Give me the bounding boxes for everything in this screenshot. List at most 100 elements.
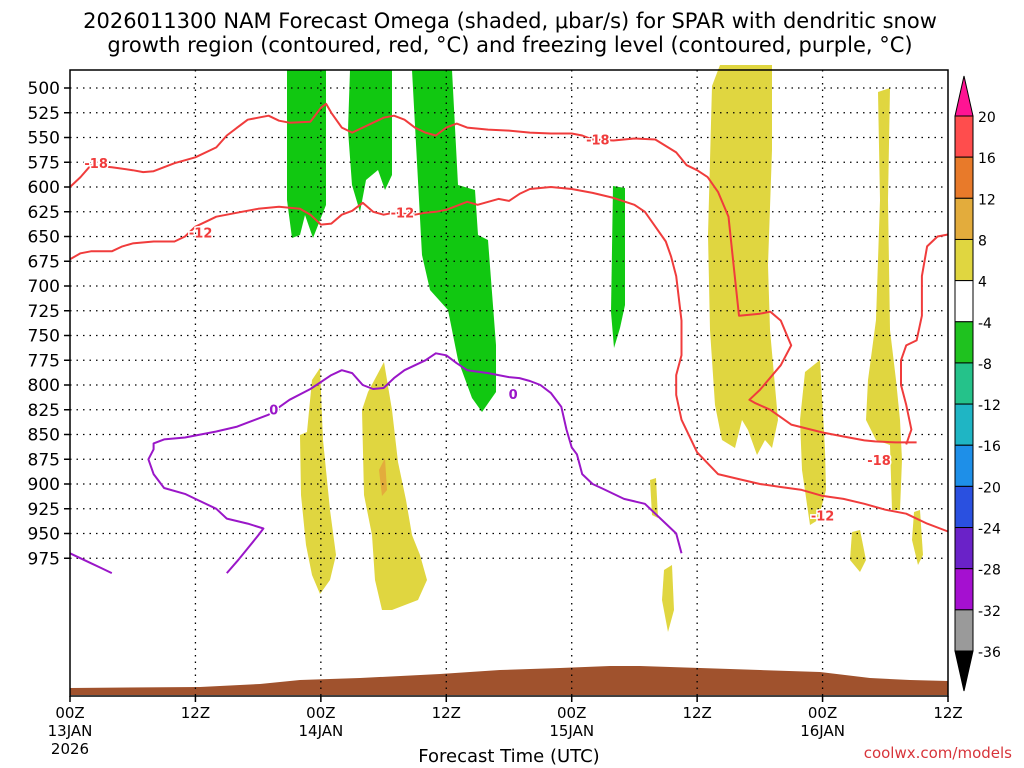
y-axis: 500 525 550 575 600 625 650 675 700 725 750 775 800 8… — [28, 79, 70, 569]
dgz-contour-minus12 — [900, 233, 949, 445]
x-tick-date: 14JAN — [298, 722, 343, 740]
y-tick-label: 850 — [28, 426, 60, 446]
y-tick-label: 875 — [28, 450, 60, 470]
omega-sinking-area — [300, 368, 336, 594]
chart-title-line2: growth region (contoured, red, °C) and f… — [107, 33, 912, 57]
y-tick-label: 950 — [28, 525, 60, 545]
omega-sinking-area — [850, 530, 866, 572]
colorbar-segment — [954, 197, 974, 240]
x-tick-label: 00Z — [55, 704, 84, 722]
y-tick-label: 825 — [28, 401, 60, 421]
colorbar-label: -8 — [978, 357, 992, 373]
omega-rising-area — [611, 186, 625, 348]
colorbar-label: -24 — [978, 522, 1001, 538]
x-tick-label: 00Z — [306, 704, 335, 722]
omega-sinking-area — [362, 362, 427, 610]
omega-sinking-area — [650, 478, 658, 518]
colorbar-segment — [954, 362, 974, 405]
y-tick-label: 700 — [28, 277, 60, 297]
colorbar-label: 4 — [978, 275, 987, 291]
chart-title-line1: 2026011300 NAM Forecast Omega (shaded, μ… — [83, 9, 937, 33]
y-tick-label: 625 — [28, 203, 60, 223]
colorbar-label: -20 — [978, 480, 1001, 496]
freezing-contour — [147, 352, 683, 574]
omega-rising-area — [348, 70, 392, 212]
colorbar-segment — [954, 444, 974, 487]
contour-label: 0 — [269, 404, 278, 419]
colorbar-label: -4 — [978, 316, 992, 332]
y-tick-label: 900 — [28, 475, 60, 495]
y-tick-label: 600 — [28, 178, 60, 198]
y-tick-label: 500 — [28, 79, 60, 99]
colorbar-segment — [954, 403, 974, 446]
y-tick-label: 575 — [28, 153, 60, 173]
contour-label: -18 — [867, 454, 891, 469]
omega-sinking-area — [800, 360, 826, 525]
freezing-contour — [69, 552, 113, 575]
x-axis-label: Forecast Time (UTC) — [418, 746, 599, 767]
y-tick-label: 525 — [28, 104, 60, 124]
omega-rising-area — [412, 70, 496, 412]
y-tick-label: 975 — [28, 549, 60, 569]
colorbar-top-arrow — [954, 75, 974, 117]
contour-label: -18 — [84, 157, 108, 172]
y-tick-label: 775 — [28, 351, 60, 371]
contour-label: -12 — [811, 510, 835, 525]
contour-label: -12 — [391, 207, 415, 222]
x-tick-year: 2026 — [51, 740, 89, 758]
dgz-contour-minus18 — [69, 102, 917, 444]
colorbar-label: -36 — [978, 645, 1001, 661]
contour-label: -12 — [189, 227, 213, 242]
colorbar-bottom-arrow — [954, 650, 974, 692]
y-tick-label: 550 — [28, 129, 60, 149]
x-tick-date: 16JAN — [800, 722, 845, 740]
y-tick-label: 675 — [28, 252, 60, 272]
x-tick-label: 12Z — [432, 704, 461, 722]
x-tick-label: 12Z — [181, 704, 210, 722]
x-tick-label: 00Z — [557, 704, 586, 722]
colorbar-segment — [954, 609, 974, 652]
omega-sinking-area — [708, 65, 778, 455]
colorbar-label: 12 — [978, 192, 996, 208]
colorbar-label: -16 — [978, 439, 1001, 455]
x-tick-date: 15JAN — [549, 722, 594, 740]
y-tick-label: 750 — [28, 327, 60, 347]
y-tick-label: 800 — [28, 376, 60, 396]
colorbar: 20 16 12 8 4 -4 -8 -12 -16 -20 -24 -28 -32 -36 — [954, 75, 1001, 692]
y-tick-label: 650 — [28, 228, 60, 248]
colorbar-segment — [954, 485, 974, 529]
omega-sinking-area — [866, 88, 902, 510]
contour-label: 0 — [509, 388, 518, 403]
terrain — [70, 666, 948, 695]
colorbar-segment — [954, 115, 974, 158]
watermark: coolwx.com/models — [864, 744, 1012, 762]
gridlines — [70, 70, 948, 696]
colorbar-segment — [954, 238, 974, 282]
colorbar-segment — [954, 280, 974, 323]
y-tick-label: 725 — [28, 302, 60, 322]
colorbar-segment — [954, 568, 974, 611]
x-tick-label: 12Z — [933, 704, 962, 722]
colorbar-segment — [954, 156, 974, 199]
omega-rising-area — [287, 70, 326, 238]
colorbar-label: 20 — [978, 110, 996, 126]
contour-label: -18 — [586, 133, 610, 148]
plot-frame — [69, 69, 949, 697]
colorbar-label: -12 — [978, 398, 1001, 414]
omega-sinking-area — [912, 510, 923, 565]
omega-shading — [287, 65, 923, 632]
contour-labels: -18 -12 -12 -18 -18 -12 0 0 — [83, 132, 892, 526]
colorbar-label: 16 — [978, 151, 996, 167]
colorbar-label: 8 — [978, 233, 987, 249]
colorbar-label: -32 — [978, 604, 1001, 620]
colorbar-label: -28 — [978, 563, 1001, 579]
colorbar-segment — [954, 321, 974, 364]
contour-lines — [69, 102, 949, 575]
x-tick-label: 12Z — [682, 704, 711, 722]
y-tick-label: 925 — [28, 500, 60, 520]
x-tick-date: 13JAN — [48, 722, 93, 740]
colorbar-segment — [954, 527, 974, 570]
dgz-contour-minus12 — [69, 186, 949, 533]
